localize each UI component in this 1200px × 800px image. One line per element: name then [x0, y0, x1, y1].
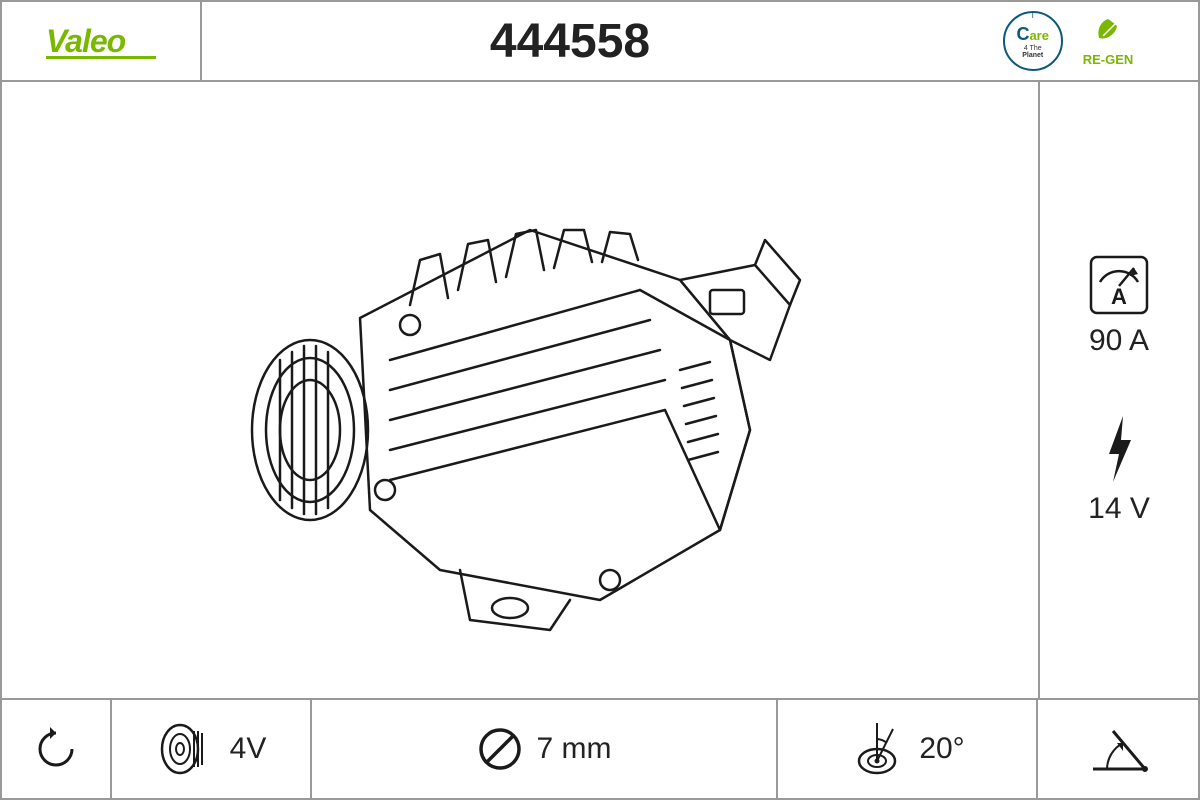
- angle-value: 20°: [919, 732, 964, 766]
- body-row: A 90 A 14 V: [2, 82, 1198, 698]
- side-specs: A 90 A 14 V: [1038, 82, 1198, 698]
- bolt-icon: [1099, 414, 1139, 484]
- spec-current: A 90 A: [1088, 254, 1150, 358]
- ammeter-icon: A: [1088, 254, 1150, 316]
- regen-label: RE-GEN: [1083, 52, 1134, 67]
- badges-cell: I C are 4 The Planet RE-GEN: [938, 2, 1198, 80]
- header-row: Valeo 444558 I C are 4 The Planet: [2, 2, 1198, 82]
- care-planet-badge: I C are 4 The Planet: [1003, 11, 1063, 71]
- alternator-line-drawing: [210, 130, 830, 650]
- spec-voltage: 14 V: [1088, 414, 1150, 526]
- spec-diameter: 7 mm: [312, 700, 778, 798]
- spec-sheet: Valeo 444558 I C are 4 The Planet: [0, 0, 1200, 800]
- regen-badge: RE-GEN: [1083, 16, 1134, 67]
- brand-cell: Valeo: [2, 2, 202, 80]
- pulley-icon: [156, 721, 216, 777]
- diameter-icon: [477, 726, 523, 772]
- spec-angle: 20°: [778, 700, 1038, 798]
- swing-arm-icon: [1083, 721, 1153, 777]
- leaf-icon: [1091, 16, 1125, 50]
- valeo-logo-text: Valeo: [46, 23, 156, 60]
- spec-swing: [1038, 700, 1198, 798]
- grooves-value: 4V: [230, 732, 267, 766]
- voltage-value: 14 V: [1088, 492, 1150, 526]
- valeo-logo: Valeo: [46, 23, 156, 59]
- svg-text:A: A: [1111, 284, 1127, 309]
- footer-row: 4V 7 mm 20°: [2, 698, 1198, 798]
- drawing-cell: [2, 82, 1038, 698]
- care-top: I: [1032, 11, 1034, 20]
- rotation-icon: [28, 721, 84, 777]
- care-main: are: [1029, 28, 1049, 43]
- part-number-cell: 444558: [202, 2, 938, 80]
- care-lead: C: [1016, 24, 1029, 45]
- diameter-value: 7 mm: [537, 732, 612, 766]
- care-sub1: 4 The: [1024, 45, 1042, 52]
- current-value: 90 A: [1089, 324, 1149, 358]
- clamp-angle-icon: [849, 717, 905, 781]
- part-number: 444558: [490, 14, 650, 69]
- care-sub2: Planet: [1022, 52, 1043, 59]
- spec-rotation: [2, 700, 112, 798]
- spec-grooves: 4V: [112, 700, 312, 798]
